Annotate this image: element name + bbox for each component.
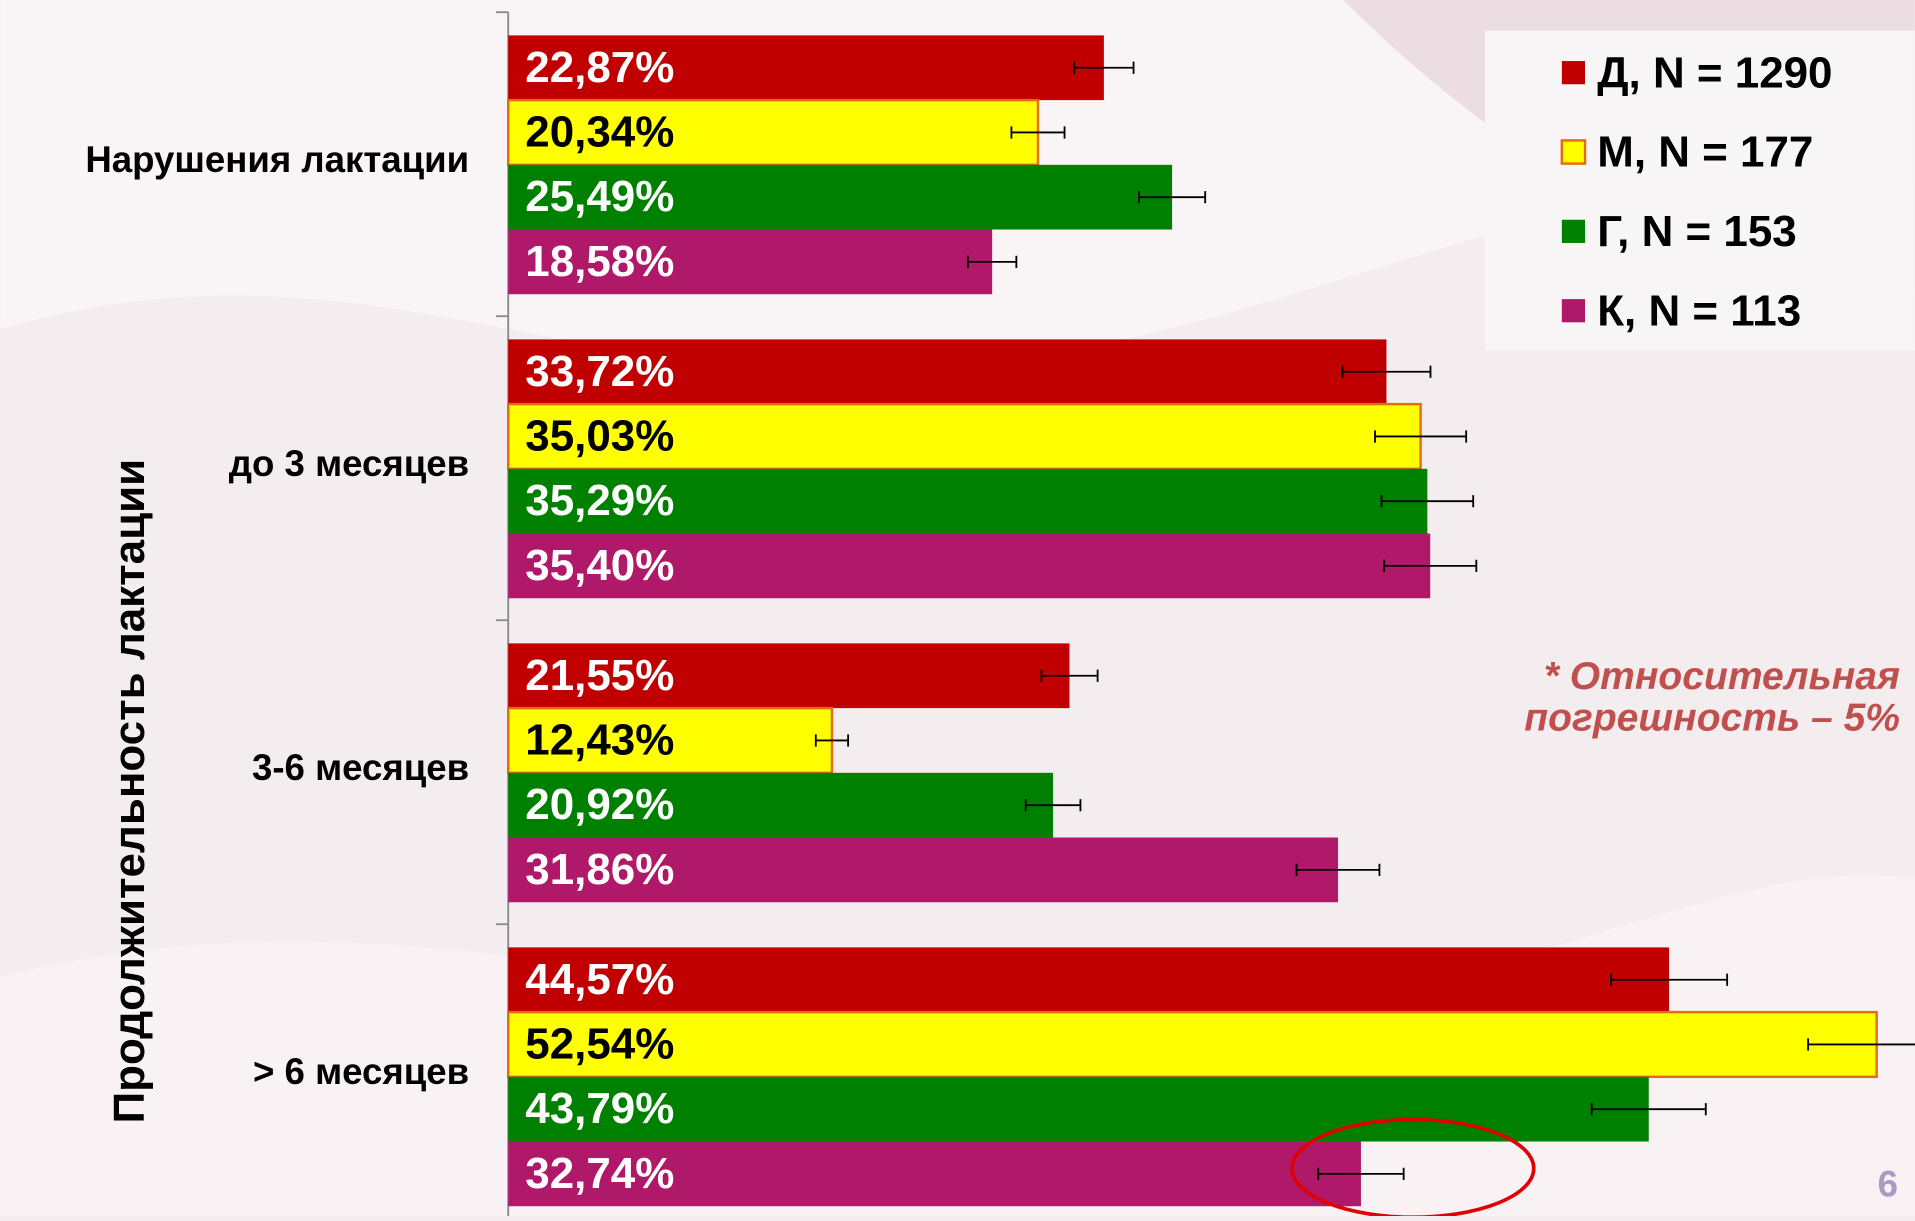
error-bar — [1374, 430, 1468, 443]
bar — [508, 164, 1173, 230]
error-bar — [1138, 191, 1207, 204]
bar — [508, 1076, 1649, 1142]
legend-box — [1484, 30, 1915, 351]
value-label: 33,72% — [525, 347, 674, 396]
bar — [508, 339, 1387, 405]
legend-label: К, N = 113 — [1597, 286, 1801, 335]
bar — [508, 1141, 1361, 1207]
page-number: 6 — [1878, 1163, 1898, 1204]
value-label: 35,03% — [525, 412, 674, 461]
error-bar — [1295, 863, 1381, 876]
category-label: Нарушения лактации — [85, 139, 469, 180]
legend-swatch — [1561, 219, 1586, 243]
bar — [508, 643, 1070, 709]
value-label: 25,49% — [525, 172, 674, 221]
error-bar — [1073, 61, 1135, 74]
error-bar — [967, 255, 1018, 268]
bar — [508, 229, 993, 295]
error-bar — [1380, 495, 1475, 508]
bar — [508, 468, 1428, 534]
bar — [506, 1010, 1878, 1079]
annotation: * Относительная — [1544, 655, 1900, 698]
value-label: 32,74% — [525, 1149, 674, 1198]
legend-swatch — [1561, 299, 1586, 323]
error-bar — [1383, 559, 1478, 572]
bar — [508, 772, 1054, 838]
value-label: 35,40% — [525, 541, 674, 590]
value-label: 52,54% — [525, 1020, 674, 1069]
error-bar — [1341, 365, 1432, 378]
legend-label: Д, N = 1290 — [1597, 48, 1832, 97]
category-label: 3-6 месяцев — [252, 747, 469, 788]
bar — [506, 706, 834, 775]
legend-label: М, N = 177 — [1597, 128, 1813, 177]
error-bar — [1590, 1103, 1707, 1116]
value-label: 21,55% — [525, 651, 674, 700]
error-bar — [1040, 669, 1099, 682]
bar — [508, 947, 1670, 1013]
value-label: 20,92% — [525, 780, 674, 829]
legend-swatch — [1561, 61, 1586, 85]
error-bar — [1024, 799, 1082, 812]
bar — [508, 35, 1104, 101]
value-label: 44,57% — [525, 955, 674, 1004]
bar — [508, 837, 1339, 903]
legend-label: Г, N = 153 — [1597, 207, 1796, 256]
category-label: > 6 месяцев — [253, 1051, 469, 1092]
value-label: 35,29% — [525, 476, 674, 525]
value-label: 18,58% — [525, 237, 674, 286]
value-label: 12,43% — [525, 716, 674, 765]
value-label: 43,79% — [525, 1084, 674, 1133]
error-bar — [1010, 126, 1066, 139]
value-label: 20,34% — [525, 108, 674, 157]
bar — [508, 533, 1431, 599]
category-label: до 3 месяцев — [229, 443, 469, 484]
error-bar — [1807, 1038, 1915, 1051]
error-bar — [814, 734, 850, 747]
value-label: 22,87% — [525, 43, 674, 92]
error-bar — [1610, 973, 1729, 986]
error-bar — [1317, 1167, 1405, 1180]
bar — [506, 402, 1422, 471]
legend-swatch — [1560, 139, 1587, 165]
value-label: 31,86% — [525, 845, 674, 894]
y-axis-label: Продолжительность лактации — [105, 459, 154, 1124]
annotation: погрешность – 5% — [1524, 697, 1900, 740]
